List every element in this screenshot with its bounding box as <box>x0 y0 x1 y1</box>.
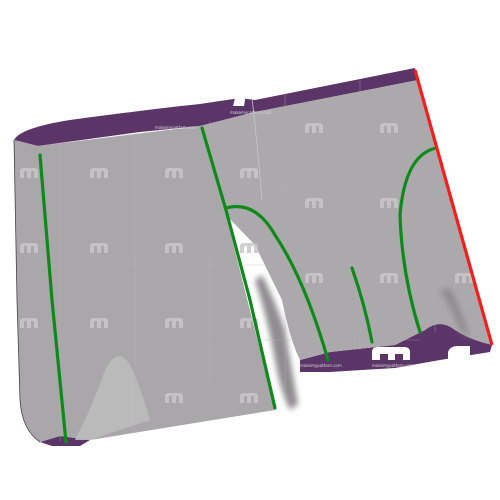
lining-top-band <box>14 68 418 146</box>
seam-pocket-short <box>350 266 374 344</box>
seam-center-front <box>200 126 277 410</box>
watermark-label: makemypattern.com <box>230 110 272 115</box>
seam-fly-curve <box>224 204 330 362</box>
watermark-label: makemypattern.com <box>372 363 414 368</box>
watermark-label: makemypattern.com <box>155 125 197 130</box>
fabric-highlight <box>75 356 150 440</box>
edge-highlight <box>413 69 494 346</box>
seam-lines <box>38 126 438 444</box>
fold-shadow <box>255 275 298 410</box>
seam-back-curve <box>398 146 438 334</box>
crease-line <box>251 97 263 201</box>
fabric-outline <box>13 139 41 443</box>
watermark-on-lining: makemypattern.com makemypattern.com make… <box>155 94 470 368</box>
watermark-label: makemypattern.com <box>300 363 342 368</box>
fold-shadow <box>440 288 470 338</box>
fabric-right-panel <box>200 80 492 360</box>
seam-left-side <box>38 153 68 444</box>
